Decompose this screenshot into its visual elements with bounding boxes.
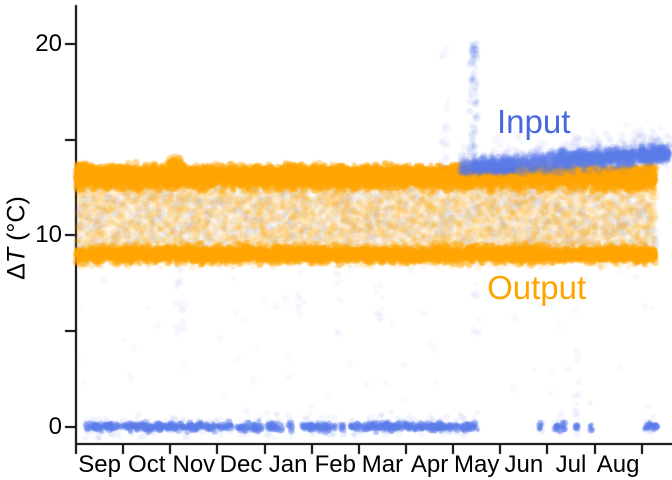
y-axis-title-delta: Δ (2, 263, 31, 280)
y-tick-label-10: 10 (35, 221, 62, 249)
series-label-input: Input (496, 103, 571, 141)
x-tick-label-jan: Jan (268, 451, 308, 478)
y-tick-label-20: 20 (35, 30, 62, 57)
y-tick-label-0: 0 (48, 412, 62, 440)
x-tick-label-jul: Jul (555, 451, 587, 478)
y-axis-title-variable: T (2, 247, 31, 264)
x-tick-label-oct: Oct (128, 451, 166, 478)
x-tick-label-may: May (454, 451, 500, 478)
series-label-output: Output (487, 268, 587, 306)
x-tick-label-apr: Apr (410, 451, 449, 478)
x-tick-label-dec: Dec (219, 451, 263, 478)
x-tick-label-sep: Sep (78, 451, 121, 478)
x-tick-label-aug: Aug (596, 451, 640, 478)
x-tick-label-jun: Jun (504, 451, 544, 478)
x-tick-label-mar: Mar (361, 451, 404, 478)
x-tick-label-feb: Feb (314, 451, 356, 478)
x-tick-label-nov: Nov (172, 451, 216, 478)
